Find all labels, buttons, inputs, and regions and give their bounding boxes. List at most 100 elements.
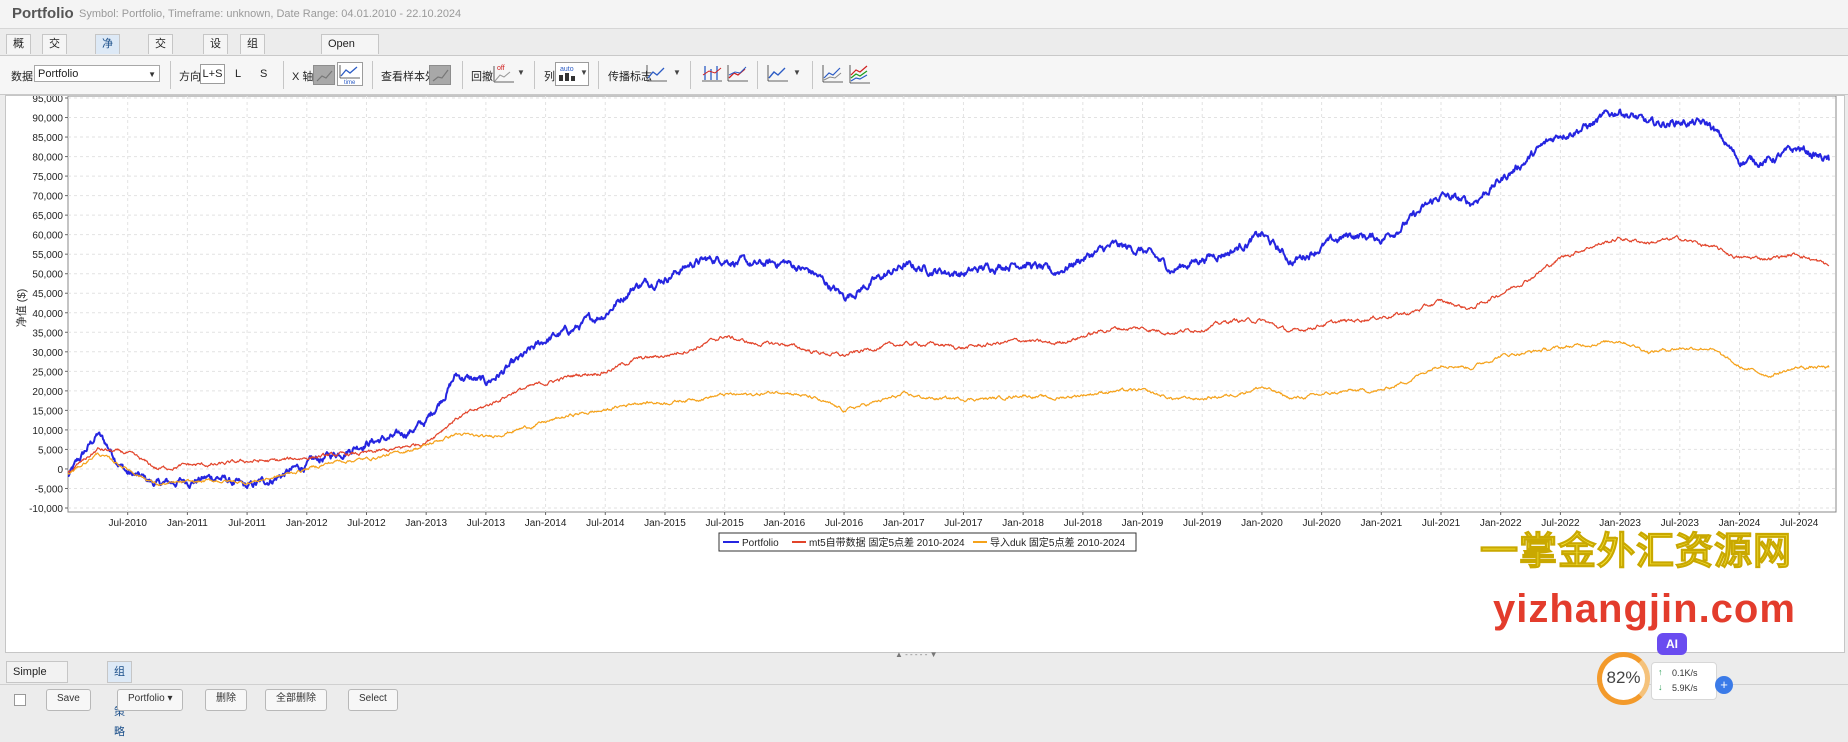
- y-tick-label: -10,000: [29, 504, 63, 515]
- x-tick-label: Jan-2012: [286, 518, 328, 529]
- multi-line-icon: [822, 65, 843, 83]
- y-tick-label: 80,000: [32, 153, 63, 164]
- x-tick-label: Jan-2022: [1480, 518, 1522, 529]
- y-tick-label: 50,000: [32, 270, 63, 281]
- x-tick-label: Jul-2019: [1183, 518, 1222, 529]
- x-tick-label: Jul-2014: [586, 518, 625, 529]
- window-subtitle: Symbol: Portfolio, Timeframe: unknown, D…: [79, 8, 462, 20]
- compare-button[interactable]: [821, 63, 847, 87]
- y-tick-label: 95,000: [32, 96, 63, 105]
- tab-equity-chart[interactable]: 净值图表: [95, 34, 120, 107]
- upload-arrow-icon: ↑: [1658, 667, 1663, 677]
- x-tick-label: Jul-2023: [1661, 518, 1700, 529]
- svg-text:auto: auto: [560, 66, 574, 73]
- chart-type-button[interactable]: [766, 63, 792, 87]
- xaxis-label: X 轴: [292, 71, 314, 83]
- tab-trade-analysis[interactable]: 交易分析: [148, 34, 173, 107]
- x-tick-label: Jul-2021: [1422, 518, 1461, 529]
- download-speed: 5.9K/s: [1672, 683, 1698, 693]
- out-of-sample-label: 查看样本外: [381, 71, 436, 83]
- x-tick-label: Jan-2018: [1002, 518, 1044, 529]
- x-tick-label: Jan-2014: [525, 518, 567, 529]
- direction-s-button[interactable]: S: [260, 68, 268, 80]
- tab-simple-strategies[interactable]: Simple strategies: [6, 661, 68, 698]
- chevron-down-icon[interactable]: ▼: [673, 68, 681, 77]
- tab-correlation[interactable]: 组合策略相关性: [240, 34, 265, 164]
- delete-button[interactable]: 删除: [205, 689, 247, 711]
- x-tick-label: Jul-2024: [1780, 518, 1819, 529]
- select-button[interactable]: Select: [348, 689, 398, 711]
- chevron-down-icon: ▼: [148, 70, 156, 79]
- all-strategies-button[interactable]: [848, 63, 874, 87]
- chart-toolbar: 数据 Portfolio ▼ 方向 L+S L S X 轴 time 查看样本外…: [0, 55, 1848, 95]
- chart-legend: Portfolio mt5自带数据 固定5点差 2010-2024 导入duk …: [718, 532, 1137, 552]
- y-tick-label: 75,000: [32, 172, 63, 183]
- chart-view-2-button[interactable]: [726, 63, 752, 87]
- data-select[interactable]: Portfolio ▼: [34, 65, 160, 82]
- divider: [372, 61, 373, 89]
- chevron-down-icon[interactable]: ▼: [793, 68, 801, 77]
- divider: [690, 61, 691, 89]
- data-label: 数据: [11, 71, 33, 83]
- y-tick-label: 25,000: [32, 367, 63, 378]
- x-axis: Jul-2010 Jan-2011 Jul-2011 Jan-2012 Jul-2012…: [109, 512, 1819, 529]
- plus-icon[interactable]: +: [1715, 676, 1733, 694]
- line-chart-icon: time: [339, 65, 360, 86]
- tab-open-balances[interactable]: Open balances: [321, 34, 380, 69]
- legend-label-duk: 导入duk 固定5点差 2010-2024: [990, 536, 1126, 549]
- splitter-handle[interactable]: ▲ - - - - - ▼: [895, 650, 938, 659]
- direction-ls-button[interactable]: L+S: [200, 64, 225, 84]
- svg-text:off: off: [497, 65, 505, 72]
- divider: [534, 61, 535, 89]
- divider: [283, 61, 284, 89]
- xaxis-time-button[interactable]: time: [337, 62, 363, 86]
- spread-mark-button[interactable]: [645, 63, 671, 87]
- direction-l-button[interactable]: L: [235, 68, 242, 80]
- tab-portfolio-strategies[interactable]: 组合策略: [107, 661, 132, 738]
- y-tick-label: 70,000: [32, 192, 63, 203]
- y-tick-label: 10,000: [32, 426, 63, 437]
- equity-chart: -10,000 -5,000 0 5,000 10,000 15,000 20,000 25,…: [14, 94, 1837, 552]
- x-tick-label: Jan-2013: [405, 518, 447, 529]
- line-chart-icon: [727, 65, 748, 82]
- chevron-down-icon[interactable]: ▼: [517, 68, 525, 77]
- x-tick-label: Jan-2011: [167, 518, 208, 529]
- x-tick-label: Jan-2019: [1122, 518, 1164, 529]
- x-tick-label: Jul-2018: [1064, 518, 1103, 529]
- legend-label-mt5: mt5自带数据 固定5点差 2010-2024: [809, 536, 965, 549]
- y-tick-label: 35,000: [32, 328, 63, 339]
- select-all-checkbox[interactable]: [14, 694, 26, 706]
- tab-overview[interactable]: 概论: [6, 34, 31, 69]
- x-tick-label: Jul-2011: [228, 518, 266, 529]
- x-tick-label: Jul-2020: [1302, 518, 1341, 529]
- x-tick-label: Jan-2023: [1599, 518, 1641, 529]
- network-monitor-widget[interactable]: 82% ↑ 0.1K/s ↓ 5.9K/s +: [1597, 652, 1787, 705]
- y-tick-label: 60,000: [32, 231, 63, 242]
- columns-auto-button[interactable]: auto: [555, 62, 589, 86]
- watermark-text-url: yizhangjin.com: [1493, 587, 1796, 631]
- x-tick-label: Jan-2024: [1719, 518, 1761, 529]
- xaxis-trade-button[interactable]: [313, 65, 335, 85]
- spread-label: 传播标志: [608, 71, 652, 83]
- chevron-down-icon[interactable]: ▼: [580, 68, 588, 77]
- series-line-mt5: [67, 235, 1830, 474]
- y-tick-label: 45,000: [32, 289, 63, 300]
- portfolio-dropdown-button[interactable]: Portfolio ▾: [117, 689, 184, 711]
- ai-assistant-button[interactable]: AI: [1657, 633, 1687, 655]
- x-tick-label: Jul-2012: [347, 518, 386, 529]
- tab-trade-list[interactable]: 交易列表: [42, 34, 67, 107]
- chart-view-1-button[interactable]: [700, 63, 726, 87]
- bar-lines-icon: [702, 66, 722, 82]
- delete-all-button[interactable]: 全部删除: [265, 689, 327, 711]
- tab-settings[interactable]: 设置: [203, 34, 228, 69]
- out-of-sample-button[interactable]: [429, 65, 451, 85]
- plot-border: [67, 95, 1837, 513]
- save-button[interactable]: Save: [46, 689, 91, 711]
- drawdown-toggle-button[interactable]: off: [492, 62, 518, 86]
- line-chart-icon: [646, 65, 667, 82]
- multi-color-lines-icon: [849, 65, 870, 84]
- y-tick-label: 65,000: [32, 211, 63, 222]
- x-tick-label: Jul-2017: [944, 518, 983, 529]
- series-line-portfolio: [67, 108, 1830, 490]
- divider: [812, 61, 813, 89]
